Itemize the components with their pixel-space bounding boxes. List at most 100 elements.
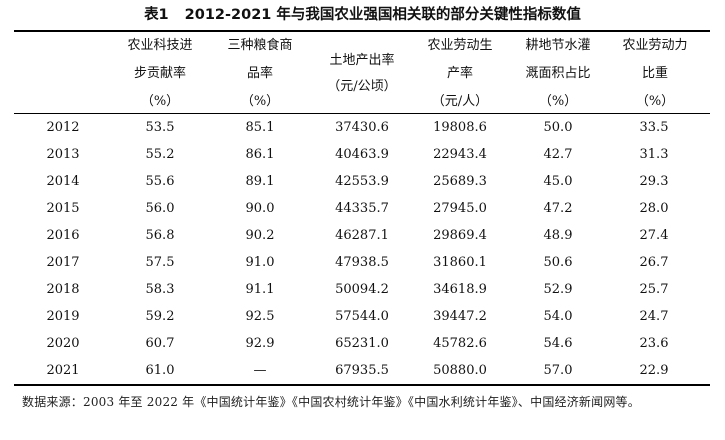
value-cell: 25.7 <box>639 282 669 297</box>
value-cell: 92.9 <box>245 336 275 351</box>
value-cell: 31860.1 <box>433 255 487 270</box>
header-col-6-line-3: （%） <box>635 94 675 109</box>
header-col-3: 土地产出率 （元/公顷） <box>302 40 422 108</box>
value-cell: 22.9 <box>639 363 669 378</box>
header-col-4-line-2: 产率 <box>446 66 473 81</box>
table-row: 2015 56.0 90.0 44335.7 27945.0 47.2 28.0 <box>14 195 710 222</box>
header-col-2: 三种粮食商 品率 （%） <box>205 38 315 110</box>
header-col-1-line-3: （%） <box>140 94 180 109</box>
year-cell: 2020 <box>46 336 80 351</box>
header-col-1-line-1: 农业科技进 <box>127 38 193 53</box>
bottom-rule <box>14 384 710 386</box>
top-rule <box>14 30 710 32</box>
value-cell: 91.1 <box>245 282 275 297</box>
value-cell: 31.3 <box>639 147 669 162</box>
table-row: 2012 53.5 85.1 37430.6 19808.6 50.0 33.5 <box>14 114 710 141</box>
year-cell: 2017 <box>46 255 80 270</box>
value-cell: 39447.2 <box>433 309 487 324</box>
header-col-6-line-1: 农业劳动力 <box>622 38 688 53</box>
header-col-6: 农业劳动力 比重 （%） <box>600 38 710 110</box>
header-col-3-line-2: （元/公顷） <box>327 79 397 94</box>
value-cell: 40463.9 <box>335 147 389 162</box>
table-label: 表1 <box>144 7 169 23</box>
value-cell: 54.0 <box>543 309 573 324</box>
value-cell: 65231.0 <box>335 336 389 351</box>
value-cell: 46287.1 <box>335 228 389 243</box>
value-cell: — <box>253 363 267 378</box>
value-cell: 19808.6 <box>433 120 487 135</box>
value-cell: 29869.4 <box>433 228 487 243</box>
table-row: 2019 59.2 92.5 57544.0 39447.2 54.0 24.7 <box>14 303 710 330</box>
table-body: 2012 53.5 85.1 37430.6 19808.6 50.0 33.5 2013 55… <box>14 114 710 384</box>
value-cell: 28.0 <box>639 201 669 216</box>
value-cell: 58.3 <box>145 282 175 297</box>
header-col-3-line-1: 土地产出率 <box>329 53 395 68</box>
value-cell: 48.9 <box>543 228 573 243</box>
table-row: 2017 57.5 91.0 47938.5 31860.1 50.6 26.7 <box>14 249 710 276</box>
table-row: 2020 60.7 92.9 65231.0 45782.6 54.6 23.6 <box>14 330 710 357</box>
table-title: 表1 2012-2021 年与我国农业强国相关联的部分关键性指标数值 <box>0 4 725 26</box>
value-cell: 37430.6 <box>335 120 389 135</box>
value-cell: 50094.2 <box>335 282 389 297</box>
value-cell: 47938.5 <box>335 255 389 270</box>
table-row: 2014 55.6 89.1 42553.9 25689.3 45.0 29.3 <box>14 168 710 195</box>
header-col-2-line-3: （%） <box>240 94 280 109</box>
table-row: 2013 55.2 86.1 40463.9 22943.4 42.7 31.3 <box>14 141 710 168</box>
header-col-2-line-1: 三种粮食商 <box>227 38 293 53</box>
year-cell: 2014 <box>46 174 80 189</box>
year-cell: 2018 <box>46 282 80 297</box>
table-title-text: 2012-2021 年与我国农业强国相关联的部分关键性指标数值 <box>184 7 581 23</box>
value-cell: 92.5 <box>245 309 275 324</box>
value-cell: 59.2 <box>145 309 175 324</box>
year-cell: 2015 <box>46 201 80 216</box>
value-cell: 55.2 <box>145 147 175 162</box>
value-cell: 26.7 <box>639 255 669 270</box>
value-cell: 45.0 <box>543 174 573 189</box>
value-cell: 33.5 <box>639 120 669 135</box>
value-cell: 52.9 <box>543 282 573 297</box>
value-cell: 91.0 <box>245 255 275 270</box>
year-cell: 2021 <box>46 363 80 378</box>
value-cell: 24.7 <box>639 309 669 324</box>
data-source-note: 数据来源：2003 年至 2022 年《中国统计年鉴》《中国农村统计年鉴》《中国… <box>22 395 640 409</box>
value-cell: 60.7 <box>145 336 175 351</box>
table-row: 2021 61.0 — 67935.5 50880.0 57.0 22.9 <box>14 357 710 384</box>
header-col-4-line-3: （元/人） <box>431 94 489 109</box>
value-cell: 50.6 <box>543 255 573 270</box>
value-cell: 85.1 <box>245 120 275 135</box>
value-cell: 27.4 <box>639 228 669 243</box>
value-cell: 29.3 <box>639 174 669 189</box>
header-col-5-line-1: 耕地节水灌 <box>525 38 591 53</box>
year-cell: 2016 <box>46 228 80 243</box>
value-cell: 54.6 <box>543 336 573 351</box>
value-cell: 45782.6 <box>433 336 487 351</box>
value-cell: 67935.5 <box>335 363 389 378</box>
header-col-5: 耕地节水灌 溉面积占比 （%） <box>498 38 618 110</box>
header-col-1: 农业科技进 步贡献率 （%） <box>105 38 215 110</box>
value-cell: 42.7 <box>543 147 573 162</box>
header-col-4-line-1: 农业劳动生 <box>427 38 493 53</box>
value-cell: 27945.0 <box>433 201 487 216</box>
value-cell: 22943.4 <box>433 147 487 162</box>
year-cell: 2013 <box>46 147 80 162</box>
value-cell: 53.5 <box>145 120 175 135</box>
value-cell: 50.0 <box>543 120 573 135</box>
table-row: 2016 56.8 90.2 46287.1 29869.4 48.9 27.4 <box>14 222 710 249</box>
header-col-1-line-2: 步贡献率 <box>133 66 186 81</box>
value-cell: 57544.0 <box>335 309 389 324</box>
value-cell: 57.0 <box>543 363 573 378</box>
value-cell: 47.2 <box>543 201 573 216</box>
value-cell: 23.6 <box>639 336 669 351</box>
header-rule <box>14 113 710 114</box>
value-cell: 56.8 <box>145 228 175 243</box>
value-cell: 57.5 <box>145 255 175 270</box>
value-cell: 86.1 <box>245 147 275 162</box>
value-cell: 90.2 <box>245 228 275 243</box>
value-cell: 55.6 <box>145 174 175 189</box>
header-col-4: 农业劳动生 产率 （元/人） <box>405 38 515 110</box>
value-cell: 89.1 <box>245 174 275 189</box>
header-col-2-line-2: 品率 <box>246 66 273 81</box>
value-cell: 50880.0 <box>433 363 487 378</box>
header-col-6-line-2: 比重 <box>641 66 668 81</box>
value-cell: 25689.3 <box>433 174 487 189</box>
